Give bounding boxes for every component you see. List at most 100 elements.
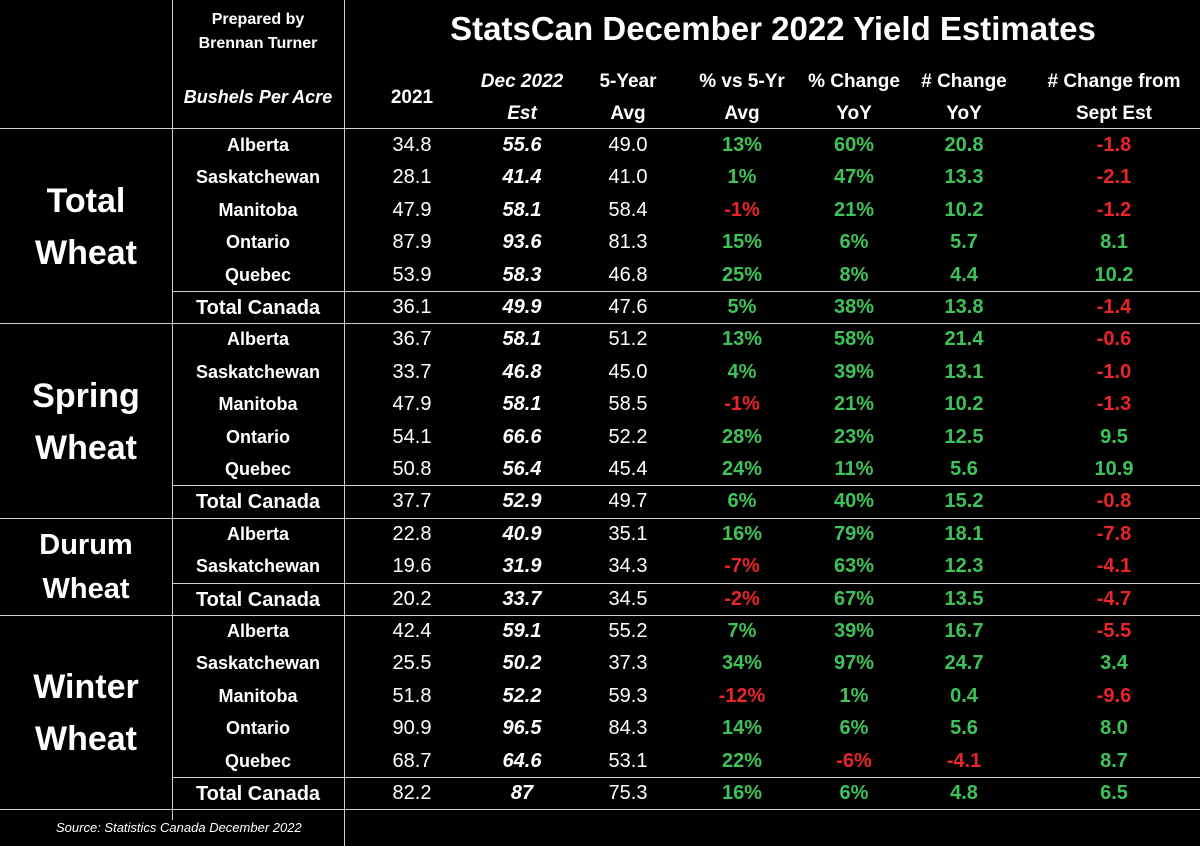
cell-pct5: 4% [727,360,757,383]
cell-dec2022: 66.6 [502,425,542,448]
cell-pct5: 7% [727,620,757,642]
cell-sept: -0.8 [1096,490,1132,513]
cell-y2021: 87.9 [392,231,432,254]
region-label: Total Canada [195,588,321,611]
cell-sept: -2.1 [1096,166,1132,189]
cell-pct5: 15% [721,231,763,254]
group-label: Durum [39,529,133,562]
cell-numyoy: 13.1 [944,360,984,383]
cell-pctyoy: 58% [833,328,875,351]
table-title: StatsCan December 2022 Yield Estimates [450,10,1096,47]
cell-y2021: 20.2 [392,587,432,610]
cell-pctyoy: 60% [833,134,875,156]
cell-y2021: 28.1 [392,166,432,189]
group-rule [0,615,1200,616]
column-header-pct5: Avg [724,103,760,124]
cell-pctyoy: 79% [833,522,875,545]
cell-sept: -1.4 [1096,296,1132,318]
cell-pct5: 1% [727,166,757,189]
cell-pctyoy: 8% [839,263,869,286]
cell-pctyoy: 6% [839,231,869,254]
cell-dec2022: 46.8 [502,360,542,383]
cell-sept: -4.1 [1096,555,1132,578]
cell-y2021: 42.4 [392,620,432,642]
cell-pct5: 13% [721,134,763,156]
cell-sept: -1.8 [1096,134,1132,156]
cell-dec2022: 58.1 [502,393,542,416]
group-label: Winter [33,668,139,707]
cell-avg5: 59.3 [608,684,648,707]
cell-avg5: 51.2 [608,328,648,351]
cell-pct5: -1% [724,393,760,416]
cell-avg5: 34.3 [608,555,648,578]
total-row-rule [172,777,1200,778]
cell-avg5: 55.2 [608,620,648,642]
cell-pctyoy: 21% [833,393,875,416]
cell-sept: 8.0 [1100,717,1128,740]
cell-pct5: 6% [727,490,757,513]
cell-pctyoy: 23% [833,425,875,448]
cell-pct5: 13% [721,328,763,351]
region-label: Saskatchewan [195,167,321,188]
cell-numyoy: 12.3 [944,555,984,578]
region-label: Ontario [225,426,290,447]
cell-sept: 8.1 [1100,231,1128,254]
cell-y2021: 33.7 [392,360,432,383]
group-rule [0,517,1200,519]
column-header-avg5: 5-Year [599,71,657,92]
cell-avg5: 58.5 [608,393,648,416]
column-header-y2021: 2021 [390,87,434,108]
region-label: Ontario [225,232,290,253]
cell-pct5: 25% [721,263,763,286]
cell-y2021: 50.8 [392,458,432,480]
group-label: Total [46,182,126,221]
region-label: Quebec [224,750,292,771]
cell-numyoy: 21.4 [944,328,984,351]
cell-pct5: -2% [724,587,760,610]
cell-pct5: 24% [721,458,763,480]
cell-y2021: 53.9 [392,263,432,286]
cell-avg5: 45.0 [608,360,648,383]
region-label: Alberta [226,329,289,350]
source-note: Source: Statistics Canada December 2022 [56,820,302,835]
cell-y2021: 36.1 [392,296,432,318]
cell-sept: -7.8 [1096,522,1132,545]
cell-pctyoy: 38% [833,296,875,318]
cell-pctyoy: 6% [839,782,869,804]
cell-avg5: 49.0 [608,134,648,156]
cell-numyoy: 5.6 [950,717,978,740]
column-header-numyoy: # Change [921,71,1007,92]
cell-dec2022: 31.9 [502,555,542,578]
group-rule [0,323,1200,325]
region-label: Alberta [226,621,289,641]
divider-right [344,0,345,846]
cell-avg5: 52.2 [608,425,648,448]
cell-pctyoy: 40% [833,490,875,513]
cell-y2021: 47.9 [392,393,432,416]
group-rule [0,809,1200,811]
cell-pct5: 28% [721,425,763,448]
cell-avg5: 58.4 [608,198,648,221]
cell-sept: -9.6 [1096,684,1132,707]
prepared-by-line-1: Prepared by [211,11,305,28]
cell-pctyoy: 1% [839,684,869,707]
cell-numyoy: 13.5 [944,587,984,610]
cell-numyoy: 5.7 [950,231,978,254]
region-label: Manitoba [218,685,298,706]
cell-dec2022: 50.2 [502,652,542,675]
cell-avg5: 41.0 [608,166,648,189]
header-rule [0,128,1200,129]
cell-sept: 10.9 [1094,458,1134,480]
cell-pct5: -1% [724,198,760,221]
cell-dec2022: 33.7 [502,587,542,610]
cell-avg5: 46.8 [608,263,648,286]
cell-pct5: 22% [721,749,763,772]
group-label: Spring [32,376,140,415]
group-label: Wheat [35,428,137,467]
column-header-numyoy: YoY [946,103,982,124]
column-header-sept: # Change from [1047,71,1181,92]
total-row-rule [172,485,1200,487]
group-label: Wheat [42,573,130,606]
cell-pctyoy: 47% [833,166,875,189]
region-label: Total Canada [195,297,321,319]
